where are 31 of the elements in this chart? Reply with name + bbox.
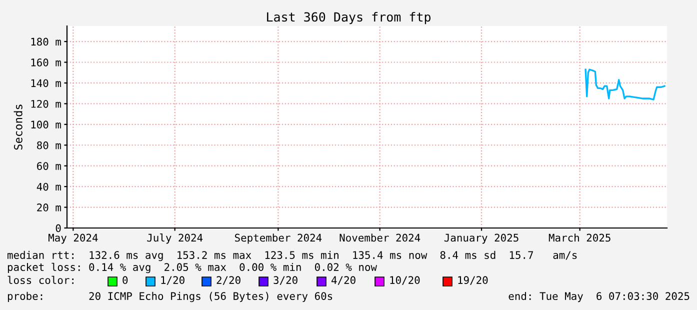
y-tick-label: 100 m <box>31 120 61 129</box>
text: 19/20 <box>458 276 488 285</box>
y-tick-label: 120 m <box>31 100 61 108</box>
text: 2/20 <box>216 276 240 285</box>
text: packet loss: 0.14 % avg 2.05 % max 0.00 % min 0.02 % now <box>8 262 378 274</box>
text: 3/20 <box>274 276 298 285</box>
text: loss color: <box>8 276 74 284</box>
text: 10/20 <box>390 276 420 285</box>
x-tick-label: July 2024 <box>147 234 203 244</box>
y-tick-label: 160 m <box>31 58 61 66</box>
text: end: Tue May 6 07:03:30 2025 <box>508 292 690 302</box>
chart-title: Last 360 Days from ftp <box>267 12 431 24</box>
y-axis-title: Seconds <box>14 104 22 150</box>
x-tick-label: September 2024 <box>234 234 322 244</box>
line-series <box>584 68 666 100</box>
y-tick-label: 180 m <box>31 38 61 46</box>
x-tick-label: May 2024 <box>48 234 98 244</box>
text: median rtt: 132.6 ms avg 153.2 ms max 123.5 ms min 135.4 ms now 8.4 ms sd 15.7 am/s <box>8 250 577 262</box>
y-tick-label: 80 m <box>37 141 61 150</box>
text: 0 <box>122 276 128 284</box>
x-tick-label: November 2024 <box>340 234 420 242</box>
y-tick-label: 0 <box>56 224 61 232</box>
text: 4/20 <box>332 276 356 285</box>
text: probe: 20 ICMP Echo Pings (56 Bytes) every 60s <box>8 292 332 302</box>
text: 1/20 <box>161 276 184 285</box>
y-tick-label: 60 m <box>37 162 61 170</box>
x-tick-label: March 2025 <box>548 234 610 242</box>
y-tick-label: 40 m <box>36 182 61 191</box>
x-tick-label: January 2025 <box>444 234 518 244</box>
y-tick-label: 20 m <box>37 204 61 212</box>
y-tick-label: 140 m <box>31 79 61 88</box>
